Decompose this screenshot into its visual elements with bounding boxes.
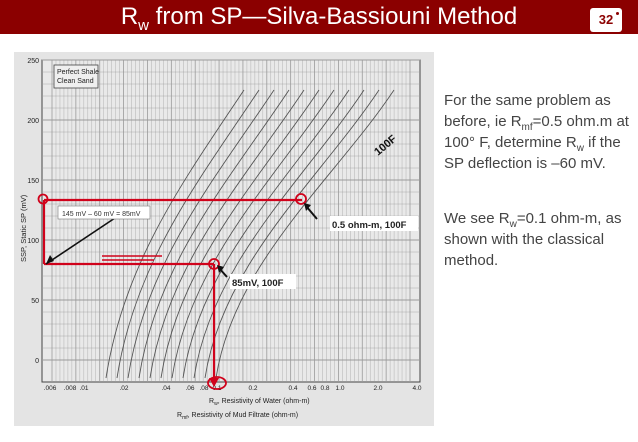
explanation-text: For the same problem as before, ie Rmf=0… (444, 90, 634, 271)
slide-number: 32 (590, 8, 622, 32)
temperature-curve (160, 89, 320, 379)
callout-upper-box (330, 216, 418, 231)
callout-upper-text: 0.5 ohm-m, 100F (332, 220, 407, 231)
x-tick-label: .06 (185, 385, 194, 392)
slide-title: Rw from SP—Silva-Bassiouni Method (0, 3, 638, 34)
question-part-2: =0.5 ohm.m at 100° F, determine R (444, 113, 629, 151)
x-tick-label: 0.2 (248, 385, 257, 392)
y-tick-label: 200 (27, 118, 39, 125)
point-upper-left (37, 193, 49, 205)
x-axis-ticks: .006.008.01.02.04.06.08 0.1 0.2 0.4 0.6 0.8 1.… (44, 385, 422, 392)
temperature-curve (149, 89, 305, 379)
temperature-curve (138, 89, 290, 379)
callout-deflection-box (57, 205, 151, 220)
title-rest: from SP—Silva-Bassiouni Method (149, 3, 518, 30)
x-tick-label: 4.0 (412, 385, 421, 392)
x-tick-label: .008 (64, 385, 77, 392)
temperature-curve (215, 89, 395, 379)
question-part-1: For the same problem as before, ie R (444, 92, 611, 130)
callout-upper-arrowhead (304, 203, 311, 211)
temperature-curve (182, 89, 350, 379)
chart-figure: 250 200 150 100 50 0 .006 .008.01 .02 .04 .06 .08 0… (19, 58, 422, 421)
x-tick-label: 0.4 (288, 385, 297, 392)
callout-deflection: 145 mV – 60 mV = 85mV (57, 205, 151, 220)
deflection-pointer (45, 215, 119, 265)
title-bar: Rw from SP—Silva-Bassiouni Method 32 (0, 0, 638, 34)
temperature-curve (105, 89, 245, 379)
x-tick-label: .01 (79, 385, 88, 392)
x-tick-label: 2.0 (373, 385, 382, 392)
temperature-curve (193, 89, 365, 379)
x-axis-label-rw: Rw, Resistivity of Water (ohm-m) (209, 398, 310, 407)
y-tick-label: 250 (27, 58, 39, 65)
answer-part-1: We see R (444, 210, 510, 227)
point-upper-right (295, 193, 307, 205)
drop-arrowhead (209, 378, 219, 387)
x-tick-label: 0.6 (307, 385, 316, 392)
answer-part-2: =0.1 ohm-m, as shown with the classical … (444, 210, 622, 269)
legend-clean-sand: Clean Sand (57, 78, 94, 85)
callout-lower-arrowhead (217, 265, 224, 273)
title-sub: w (138, 16, 150, 34)
callout-lower-box (230, 274, 296, 289)
x-tick-label: .04 (161, 385, 170, 392)
callout-lower-text: 85mV, 100F (232, 278, 284, 289)
question-paragraph: For the same problem as before, ie Rmf=0… (444, 90, 634, 174)
answer-sub-w: w (509, 219, 517, 230)
y-axis-label: SSP, Static SP (mV) (19, 194, 28, 262)
answer-paragraph: We see Rw=0.1 ohm-m, as shown with the c… (444, 208, 634, 271)
callout-deflection-text: 145 mV – 60 mV = 85mV (62, 211, 141, 218)
y-axis-ticks: 250 200 150 100 50 0 (27, 58, 39, 365)
chart-panel: 250 200 150 100 50 0 .006 .008.01 .02 .04 .06 .08 0… (14, 52, 434, 426)
y-tick-label: 150 (27, 178, 39, 185)
chart-curves (105, 89, 395, 379)
legend-perfect-shale: Perfect Shale (57, 69, 99, 76)
temperature-curve (171, 89, 335, 379)
x-tick-label: .006 (44, 385, 57, 392)
callout-upper-point: 0.5 ohm-m, 100F (304, 203, 418, 231)
legend-box (53, 64, 99, 89)
y-tick-label: 100 (27, 238, 39, 245)
x-tick-label: 0.8 (320, 385, 329, 392)
x-tick-label: .02 (119, 385, 128, 392)
temperature-curve (204, 89, 380, 379)
point-lower (208, 258, 220, 270)
callout-lower-point: 85mV, 100F (217, 265, 296, 289)
x-tick-label: .08 (199, 385, 208, 392)
temperature-curve (127, 89, 275, 379)
x-axis-label-rmf: Rmf, Resistivity of Mud Filtrate (ohm-m) (177, 412, 298, 421)
y-tick-label: 0 (35, 358, 39, 365)
chart-legend: Perfect Shale Clean Sand (53, 64, 99, 89)
title-main: R (120, 3, 139, 30)
question-sub-mf: mf (521, 122, 533, 133)
red-annotations (37, 193, 307, 390)
question-part-3: if the SP deflection is –60 mV. (444, 134, 621, 172)
question-sub-w: w (576, 143, 584, 154)
pointer-head (46, 255, 54, 264)
y-tick-label: 50 (31, 298, 39, 305)
point-rw-answer (207, 376, 227, 390)
x-tick-label: 1.0 (335, 385, 344, 392)
temperature-curve (116, 89, 260, 379)
